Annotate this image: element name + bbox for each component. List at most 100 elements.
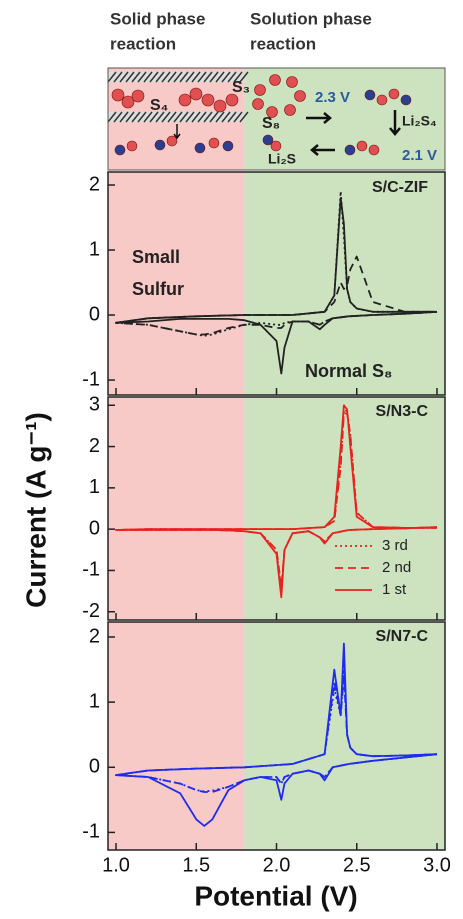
hatch <box>155 111 165 123</box>
species-label: Li₂S <box>268 151 296 167</box>
plot-frame <box>107 396 446 621</box>
y-tick-label: 2 <box>89 435 100 457</box>
atom <box>356 140 368 152</box>
hatch <box>209 111 219 123</box>
y-tick-label: 3 <box>89 394 100 416</box>
region <box>108 172 245 395</box>
hatch <box>113 71 123 83</box>
atom <box>400 94 412 106</box>
region <box>244 172 445 395</box>
x-tick-label: 2.5 <box>343 854 371 876</box>
hatch <box>113 111 123 123</box>
hatch <box>155 71 165 83</box>
hatch <box>179 71 189 83</box>
hatch <box>203 71 213 83</box>
hatch <box>167 71 177 83</box>
atom <box>252 98 264 110</box>
atom <box>154 139 166 151</box>
atom <box>222 140 234 152</box>
potential-label: 2.3 V <box>315 89 350 106</box>
plot: -1 0 1 2 1.0 1.5 2.0 2.5 3.0 S/N7-C <box>82 621 451 876</box>
atom <box>111 88 125 102</box>
atom <box>208 137 220 149</box>
hatch <box>191 71 201 83</box>
hatch <box>143 111 153 123</box>
y-tick-label: 2 <box>89 173 100 195</box>
species-label: S₃ <box>232 79 250 96</box>
hatch <box>161 111 171 123</box>
annotation: S/N3-C <box>376 403 429 420</box>
y-tick-label: 1 <box>89 690 100 712</box>
atom <box>364 89 376 101</box>
atom <box>294 90 306 102</box>
species-label: S₈ <box>262 115 280 132</box>
hatch <box>233 71 243 83</box>
hatch <box>197 111 207 123</box>
arrow <box>310 144 335 156</box>
hatch <box>221 71 231 83</box>
annotation: Sulfur <box>132 279 184 299</box>
hatch <box>149 71 159 83</box>
hatch <box>137 111 147 123</box>
plot: -2 -1 0 1 2 3 S/N3-C 3 rd 2 nd 1 st <box>82 394 446 622</box>
atom <box>114 144 126 156</box>
atom <box>121 95 135 109</box>
atom <box>284 104 296 116</box>
x-tick-label: 1.0 <box>102 854 130 876</box>
y-tick-label: -1 <box>82 559 100 581</box>
x-tick-label: 3.0 <box>423 854 451 876</box>
hatch <box>227 111 237 123</box>
species-label: S₄ <box>150 97 168 114</box>
plot-frame <box>107 171 446 396</box>
hatch <box>125 71 135 83</box>
x-axis-label: Potential (V) <box>194 880 357 911</box>
hatch <box>197 71 207 83</box>
left-title: Solid phase <box>110 9 205 28</box>
right-title: reaction <box>250 34 316 53</box>
hatch <box>161 71 171 83</box>
hatch <box>233 111 243 123</box>
hatch-bar <box>108 112 245 122</box>
atom <box>368 144 380 156</box>
hatch <box>203 111 213 123</box>
atom <box>126 140 138 152</box>
x-tick-label: 1.5 <box>182 854 210 876</box>
x-tick-label: 2.0 <box>263 854 291 876</box>
atom <box>166 135 178 147</box>
hatch <box>173 71 183 83</box>
hatch <box>131 71 141 83</box>
hatch <box>143 71 153 83</box>
region <box>108 397 245 620</box>
hatch <box>119 71 129 83</box>
atom <box>213 99 227 113</box>
atom <box>194 142 206 154</box>
schematic-frame <box>107 67 446 171</box>
y-axis-label: Current (A g⁻¹) <box>20 412 51 608</box>
hatch <box>167 111 177 123</box>
region <box>108 622 245 850</box>
annotation: S/C-ZIF <box>372 179 428 196</box>
right-title: Solution phase <box>250 9 372 28</box>
y-tick-label: -1 <box>82 368 100 390</box>
arrow <box>389 110 401 136</box>
left-title: reaction <box>110 34 176 53</box>
cv-curve <box>115 255 438 336</box>
cv-curve <box>115 642 438 827</box>
plot-frame <box>107 621 446 851</box>
hatch <box>185 71 195 83</box>
hatch <box>191 111 201 123</box>
annotation: Small <box>132 247 180 267</box>
atom <box>201 93 215 107</box>
hatch <box>239 71 249 83</box>
y-tick-label: 2 <box>89 625 100 647</box>
atom <box>269 74 281 86</box>
hatch <box>215 111 225 123</box>
hatch <box>179 111 189 123</box>
cv-curve <box>115 190 438 337</box>
plot: -1 0 1 2 S/C-ZIF Small Sulfur Normal S₈ <box>82 171 446 396</box>
potential-label: 2.1 V <box>402 147 437 164</box>
arrow <box>306 112 332 124</box>
hatch <box>221 111 231 123</box>
